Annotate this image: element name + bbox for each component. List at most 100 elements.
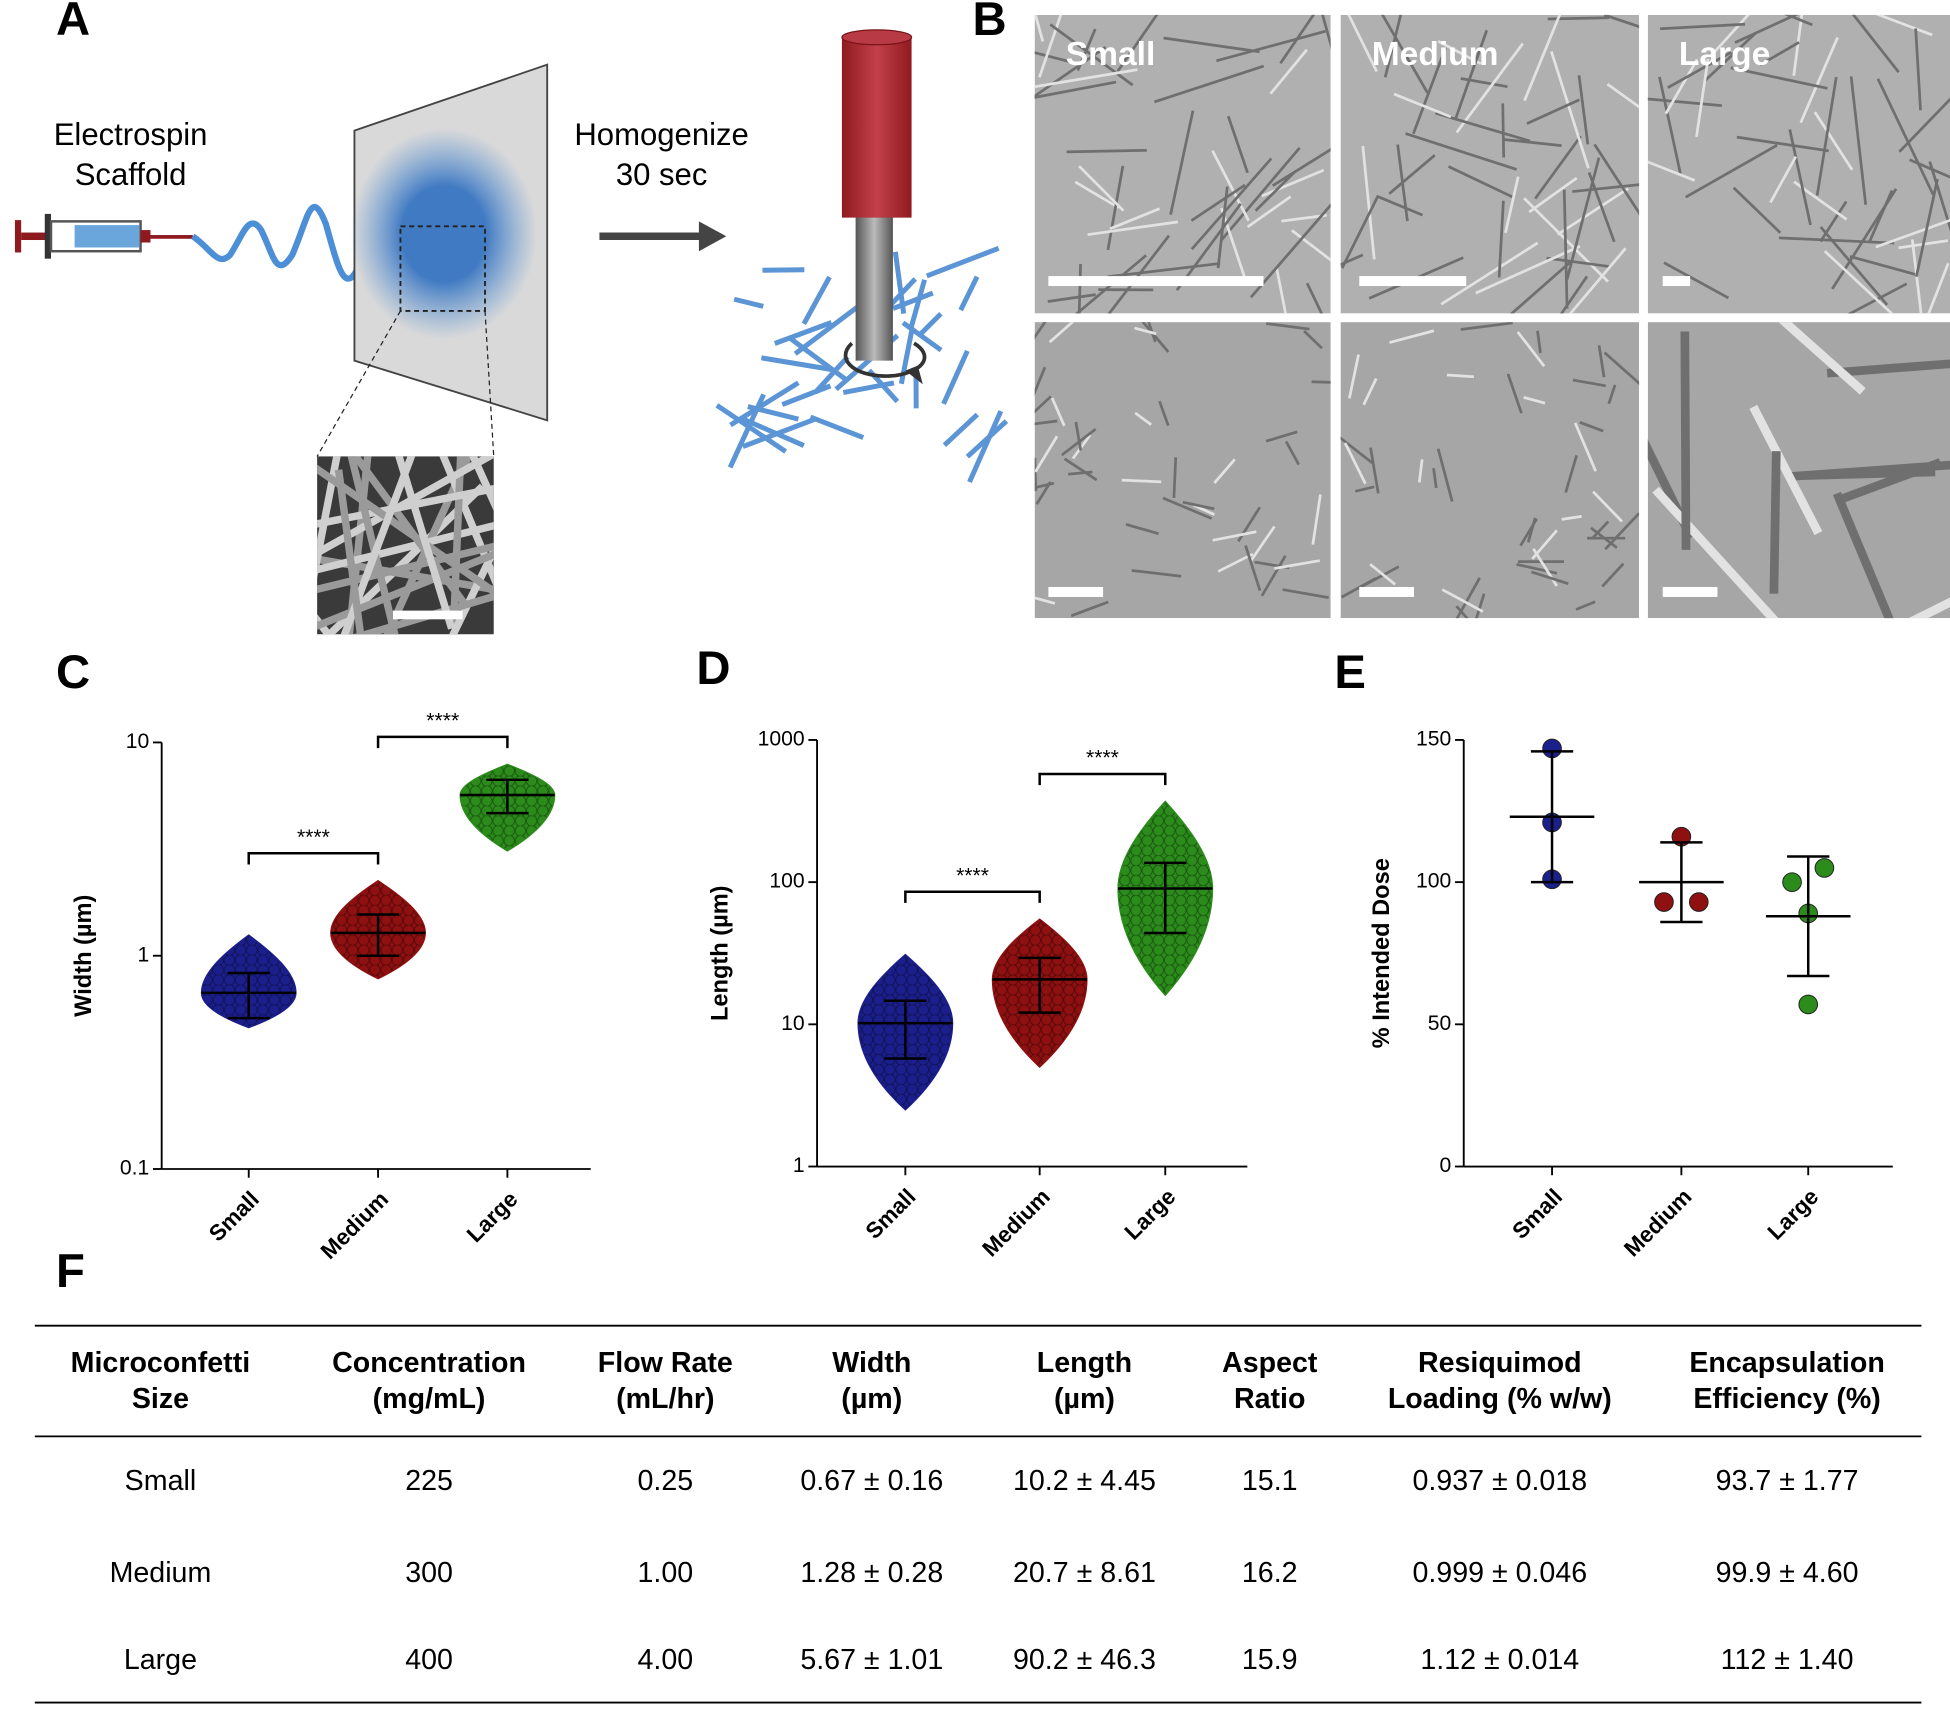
table-header: Width: [832, 1347, 911, 1379]
scaffold: [351, 128, 538, 339]
y-axis-label: Length (µm): [708, 885, 734, 1021]
x-tick-label: Medium: [977, 1184, 1054, 1261]
table-cell: 400: [405, 1644, 453, 1676]
y-tick-label: 1: [793, 1154, 805, 1177]
panel-label: C: [56, 646, 90, 699]
table-cell: 93.7 ± 1.77: [1716, 1465, 1859, 1497]
diagram-label: Scaffold: [75, 157, 187, 192]
y-tick-label: 50: [1428, 1012, 1452, 1035]
table-header: (mg/mL): [373, 1383, 486, 1415]
dot: [1799, 995, 1818, 1014]
x-tick-label: Large: [462, 1186, 523, 1247]
table-header: Encapsulation: [1689, 1347, 1884, 1379]
table-cell: 1.00: [638, 1557, 694, 1589]
table-header: Ratio: [1234, 1383, 1305, 1415]
x-tick-label: Medium: [1619, 1184, 1696, 1261]
homogenizer: [842, 37, 912, 217]
table-header: Microconfetti: [71, 1347, 251, 1379]
sem-image: [999, 0, 1343, 352]
x-tick-label: Small: [1507, 1184, 1567, 1244]
panel-a: A Electrospin Scaffold Homogenize 30 sec: [15, 0, 1007, 766]
table-header: Resiquimod: [1418, 1347, 1582, 1379]
syringe: [15, 214, 193, 259]
table-cell: 10.2 ± 4.45: [1013, 1465, 1156, 1497]
table-header: Loading (% w/w): [1388, 1383, 1612, 1415]
sem-image: [1014, 310, 1338, 619]
table-header: Efficiency (%): [1693, 1383, 1881, 1415]
y-tick-label: 150: [1416, 728, 1451, 751]
diagram-label: 30 sec: [616, 157, 708, 192]
diagram-label: Homogenize: [574, 117, 748, 152]
significance-bracket: [1040, 774, 1166, 785]
sem-image: [1623, 275, 1950, 662]
homogenizer-shaft: [856, 214, 893, 361]
table-cell: 16.2: [1242, 1557, 1298, 1589]
panel-label: E: [1334, 646, 1366, 699]
table-cell: 0.25: [638, 1465, 694, 1497]
y-tick-label: 100: [769, 870, 804, 893]
table-header: (µm): [1054, 1383, 1115, 1415]
significance-label: ****: [1086, 747, 1119, 770]
y-axis-label: Width (µm): [71, 895, 97, 1017]
table-header: (mL/hr): [616, 1383, 714, 1415]
table-header: Length: [1037, 1347, 1132, 1379]
y-tick-label: 10: [126, 730, 150, 753]
y-tick-label: 0.1: [120, 1157, 149, 1180]
y-tick-label: 10: [781, 1012, 805, 1035]
dot: [1783, 873, 1802, 892]
homogenizer-top: [842, 30, 912, 45]
table-cell: 1.28 ± 0.28: [800, 1557, 943, 1589]
dot: [1815, 859, 1834, 878]
y-tick-label: 1: [137, 943, 149, 966]
x-tick-label: Large: [1120, 1184, 1181, 1245]
table-cell: 0.67 ± 0.16: [800, 1465, 943, 1497]
table-cell: 15.9: [1242, 1644, 1298, 1676]
sem-image: [1606, 0, 1950, 362]
x-tick-label: Medium: [316, 1186, 393, 1263]
table-cell: 300: [405, 1557, 453, 1589]
table: FMicroconfettiSizeConcentration(mg/mL)Fl…: [35, 1245, 1922, 1702]
y-axis-label: % Intended Dose: [1369, 858, 1395, 1048]
table-cell: 225: [405, 1465, 453, 1497]
scale-bar: [1663, 587, 1718, 597]
arrow-head: [699, 221, 726, 251]
x-tick-label: Small: [861, 1184, 921, 1244]
image-label: Medium: [1372, 36, 1499, 73]
dot: [1689, 893, 1708, 912]
table-cell: 20.7 ± 8.61: [1013, 1557, 1156, 1589]
table-cell: 5.67 ± 1.01: [800, 1644, 943, 1676]
image-label: Small: [1066, 36, 1156, 73]
y-tick-label: 0: [1440, 1154, 1452, 1177]
significance-bracket: [249, 853, 378, 864]
significance-label: ****: [956, 864, 989, 887]
table-cell: 4.00: [638, 1644, 694, 1676]
y-tick-label: 100: [1416, 870, 1451, 893]
table-cell: 0.999 ± 0.046: [1412, 1557, 1587, 1589]
x-tick-label: Large: [1763, 1184, 1824, 1245]
table-cell: 99.9 ± 4.60: [1716, 1557, 1859, 1589]
table-header: Aspect: [1222, 1347, 1318, 1379]
significance-label: ****: [297, 826, 330, 849]
panel-label: A: [56, 0, 90, 46]
panel-label: B: [973, 0, 1007, 46]
panel-label: D: [696, 642, 730, 695]
scale-bar: [1663, 276, 1690, 286]
table-cell: 112 ± 1.40: [1721, 1644, 1854, 1676]
scale-bar: [1359, 587, 1414, 597]
x-tick-label: Small: [204, 1186, 264, 1246]
chart: E 0 50 100 150 % Intended Dose Small Medium Larg…: [1334, 646, 1892, 1262]
panel-label: F: [56, 1245, 85, 1298]
table-cell: 15.1: [1242, 1465, 1298, 1497]
scale-bar: [1048, 587, 1103, 597]
table-header: Flow Rate: [598, 1347, 733, 1379]
table-cell: Large: [124, 1644, 197, 1676]
diagram-label: Electrospin: [54, 117, 208, 152]
table-cell: Small: [125, 1465, 197, 1497]
significance-bracket: [378, 737, 507, 748]
